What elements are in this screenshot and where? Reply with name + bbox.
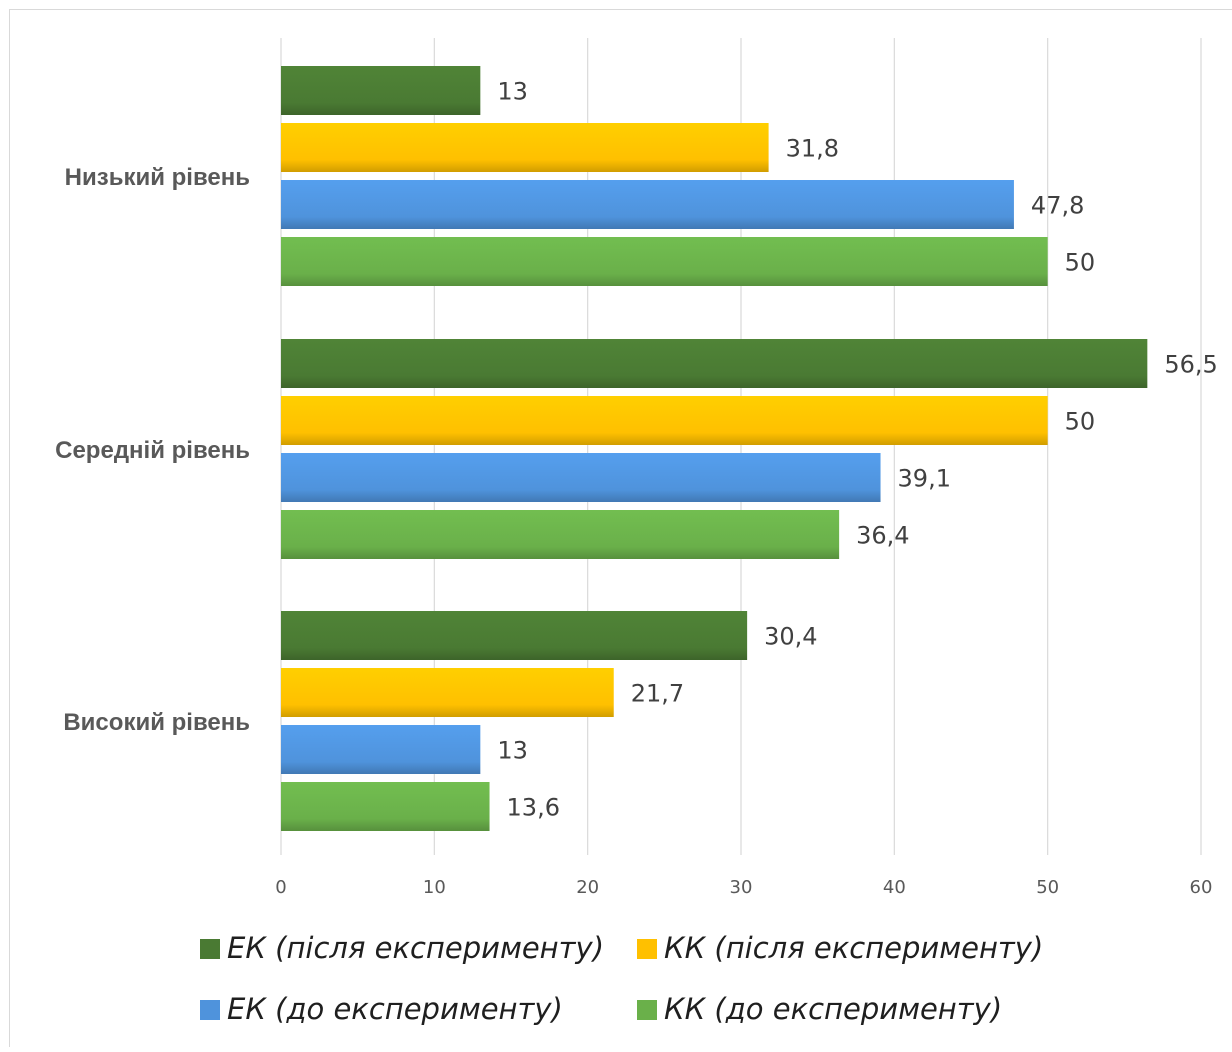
bar xyxy=(281,396,1048,445)
bar xyxy=(281,237,1048,286)
bar xyxy=(281,782,490,831)
legend-item: ЕК (до експерименту) xyxy=(200,992,563,1026)
data-label: 36,4 xyxy=(856,522,909,550)
x-tick-label: 0 xyxy=(275,877,286,898)
x-tick-label: 10 xyxy=(423,877,446,898)
legend-item: КК (після експерименту) xyxy=(637,931,1043,965)
bar xyxy=(281,668,614,717)
x-tick-label: 60 xyxy=(1190,877,1213,898)
data-label: 50 xyxy=(1065,408,1096,436)
data-label: 50 xyxy=(1065,249,1096,277)
bar xyxy=(281,725,480,774)
legend-swatch xyxy=(637,1000,657,1020)
data-label: 47,8 xyxy=(1031,192,1084,220)
x-tick-label: 40 xyxy=(883,877,906,898)
legend-swatch xyxy=(200,939,220,959)
data-label: 13 xyxy=(497,737,528,765)
category-label: Високий рівень xyxy=(63,709,250,736)
legend-label: ЕК (до експерименту) xyxy=(227,992,563,1026)
legend-item: КК (до експерименту) xyxy=(637,992,1002,1026)
bar xyxy=(281,180,1014,229)
data-label: 31,8 xyxy=(786,135,839,163)
x-tick-label: 20 xyxy=(576,877,599,898)
legend-label: КК (після експерименту) xyxy=(664,931,1043,965)
data-label: 13 xyxy=(497,78,528,106)
bar xyxy=(281,611,747,660)
bar xyxy=(281,66,480,115)
legend-label: ЕК (після експерименту) xyxy=(227,931,604,965)
x-tick-label: 50 xyxy=(1036,877,1059,898)
legend-item: ЕК (після експерименту) xyxy=(200,931,604,965)
data-label: 30,4 xyxy=(764,623,817,651)
bar xyxy=(281,453,881,502)
data-label: 21,7 xyxy=(631,680,684,708)
legend-swatch xyxy=(200,1000,220,1020)
bar xyxy=(281,123,769,172)
legend-label: КК (до експерименту) xyxy=(664,992,1002,1026)
bar xyxy=(281,510,839,559)
category-label: Низький рівень xyxy=(65,164,250,191)
x-tick-label: 30 xyxy=(730,877,753,898)
bar xyxy=(281,339,1147,388)
data-label: 56,5 xyxy=(1164,351,1217,379)
data-label: 13,6 xyxy=(507,794,560,822)
data-label: 39,1 xyxy=(898,465,951,493)
category-label: Середній рівень xyxy=(55,437,250,464)
legend-swatch xyxy=(637,939,657,959)
